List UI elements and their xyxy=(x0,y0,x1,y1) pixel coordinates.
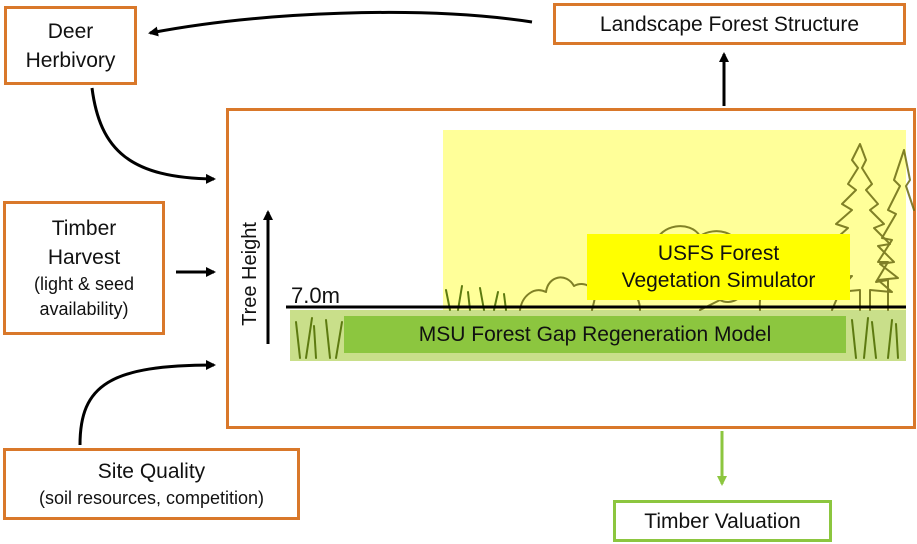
timber-harvest-line2: Harvest xyxy=(47,246,121,269)
landscape-forest-structure-label: Landscape Forest Structure xyxy=(599,12,860,36)
arrow-landscape-to-deer xyxy=(148,10,533,37)
landscape-forest-structure-box: Landscape Forest Structure xyxy=(553,3,906,45)
timber-harvest-line4: availability) xyxy=(39,299,129,319)
timber-harvest-box: Timber Harvest (light & seed availabilit… xyxy=(3,201,165,335)
grass-tuft-1 xyxy=(295,317,343,359)
threshold-label: 7.0m xyxy=(291,283,340,308)
deer-herbivory-line1: Deer xyxy=(47,19,94,43)
grass-tuft-2 xyxy=(445,285,507,311)
deer-herbivory-line2: Herbivory xyxy=(25,48,116,72)
site-quality-line1: Site Quality xyxy=(97,460,206,483)
arrow-site-to-model xyxy=(78,360,216,446)
conifer-silhouette-2 xyxy=(875,149,915,311)
usfs-line1: USFS Forest xyxy=(657,242,780,265)
deer-herbivory-box: Deer Herbivory xyxy=(4,6,137,85)
timber-harvest-line3: (light & seed xyxy=(33,274,135,294)
site-quality-line2: (soil resources, competition) xyxy=(38,488,265,508)
msu-label: MSU Forest Gap Regeneration Model xyxy=(418,322,772,346)
arrow-deer-to-model xyxy=(90,87,216,184)
timber-valuation-box: Timber Valuation xyxy=(613,500,832,542)
grass-tuft-3 xyxy=(851,317,899,359)
timber-valuation-label: Timber Valuation xyxy=(644,509,801,533)
grass-silhouette xyxy=(295,285,899,359)
usfs-forest-vegetation-simulator-box: USFS Forest Vegetation Simulator xyxy=(587,234,850,300)
timber-harvest-line1: Timber xyxy=(51,217,117,240)
site-quality-box: Site Quality (soil resources, competitio… xyxy=(3,448,300,520)
msu-forest-gap-regeneration-model-box: MSU Forest Gap Regeneration Model xyxy=(344,316,846,353)
usfs-line2: Vegetation Simulator xyxy=(621,269,816,292)
